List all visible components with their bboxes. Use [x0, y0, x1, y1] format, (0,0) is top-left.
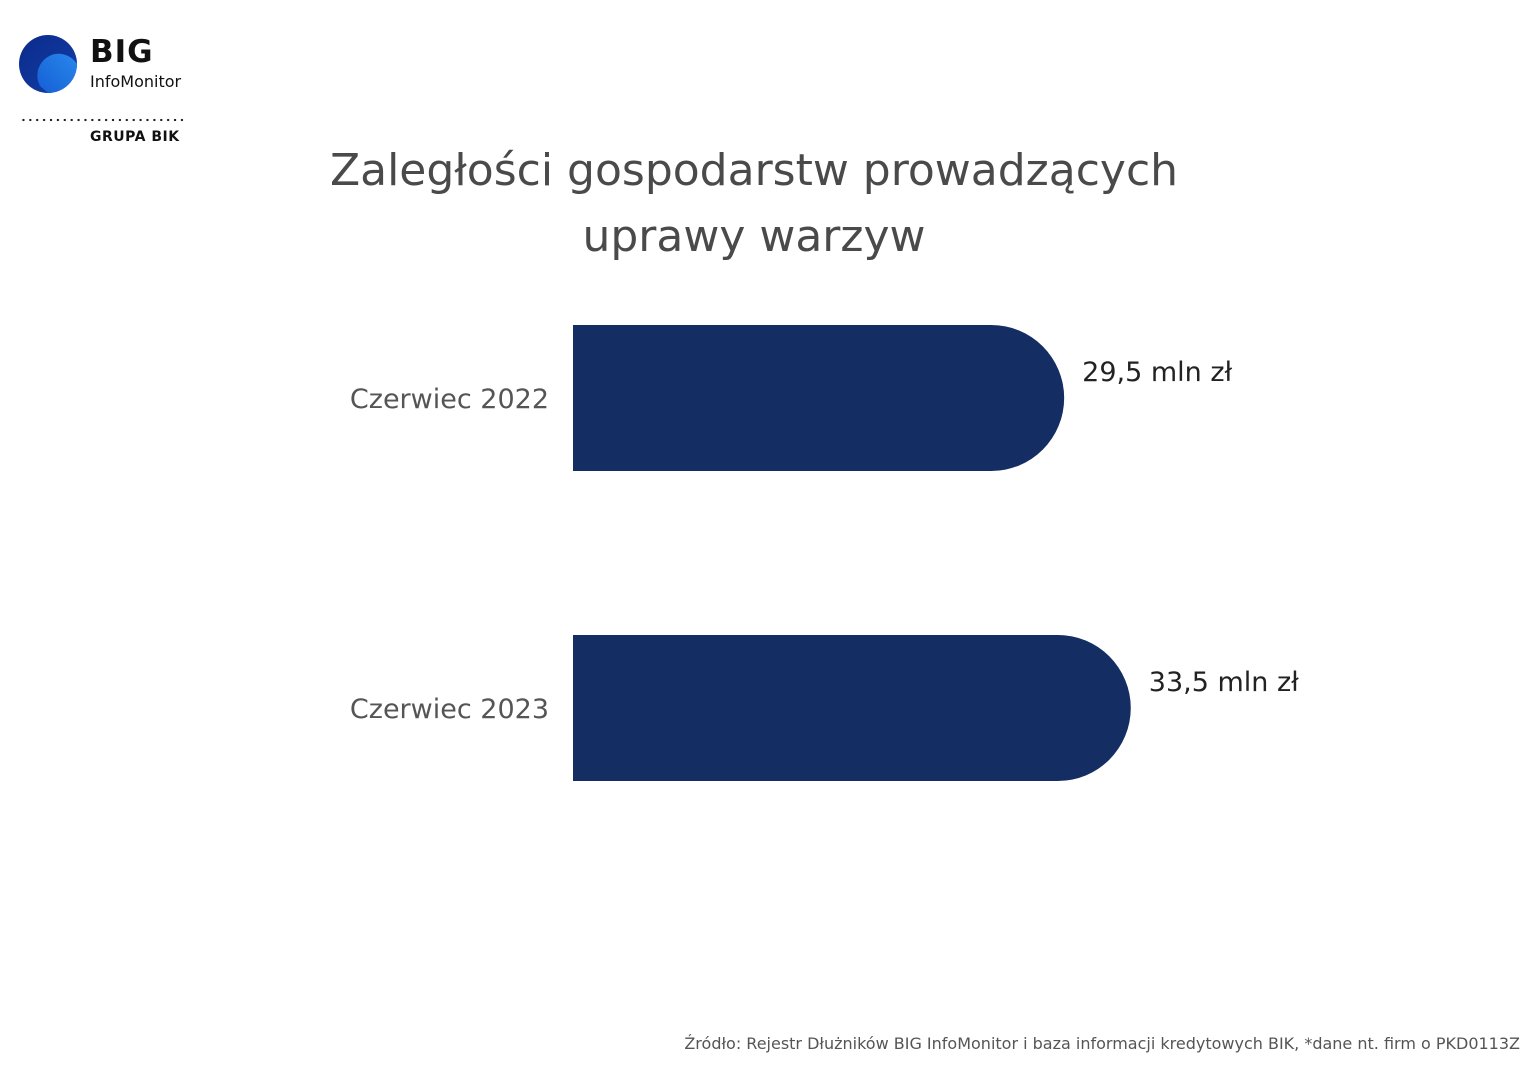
- value-label-1: 29,5 mln zł: [1082, 357, 1232, 388]
- category-label-2: Czerwiec 2023: [350, 694, 549, 725]
- chart-title-line-2: uprawy warzyw: [582, 211, 926, 262]
- logo-product: InfoMonitor: [90, 72, 182, 91]
- category-label-1: Czerwiec 2022: [350, 384, 549, 415]
- logo-group: GRUPA BIK: [90, 129, 180, 145]
- bar-chart: Czerwiec 2022 29,5 mln zł Czerwiec 2023 33,…: [350, 325, 1299, 781]
- chart-title: Zaległości gospodarstw prowadzących upra…: [254, 138, 1254, 270]
- bar-2: [573, 635, 1131, 781]
- logo-divider: [20, 118, 184, 122]
- bar-1: [573, 325, 1065, 471]
- value-label-2: 33,5 mln zł: [1149, 667, 1299, 698]
- logo: BIG InfoMonitor GRUPA BIK: [18, 34, 198, 154]
- source-note: Źródło: Rejestr Dłużników BIG InfoMonito…: [684, 1034, 1520, 1053]
- logo-brand: BIG: [90, 34, 154, 70]
- chart-title-line-1: Zaległości gospodarstw prowadzących: [329, 145, 1179, 196]
- logo-circle-icon: [19, 35, 77, 93]
